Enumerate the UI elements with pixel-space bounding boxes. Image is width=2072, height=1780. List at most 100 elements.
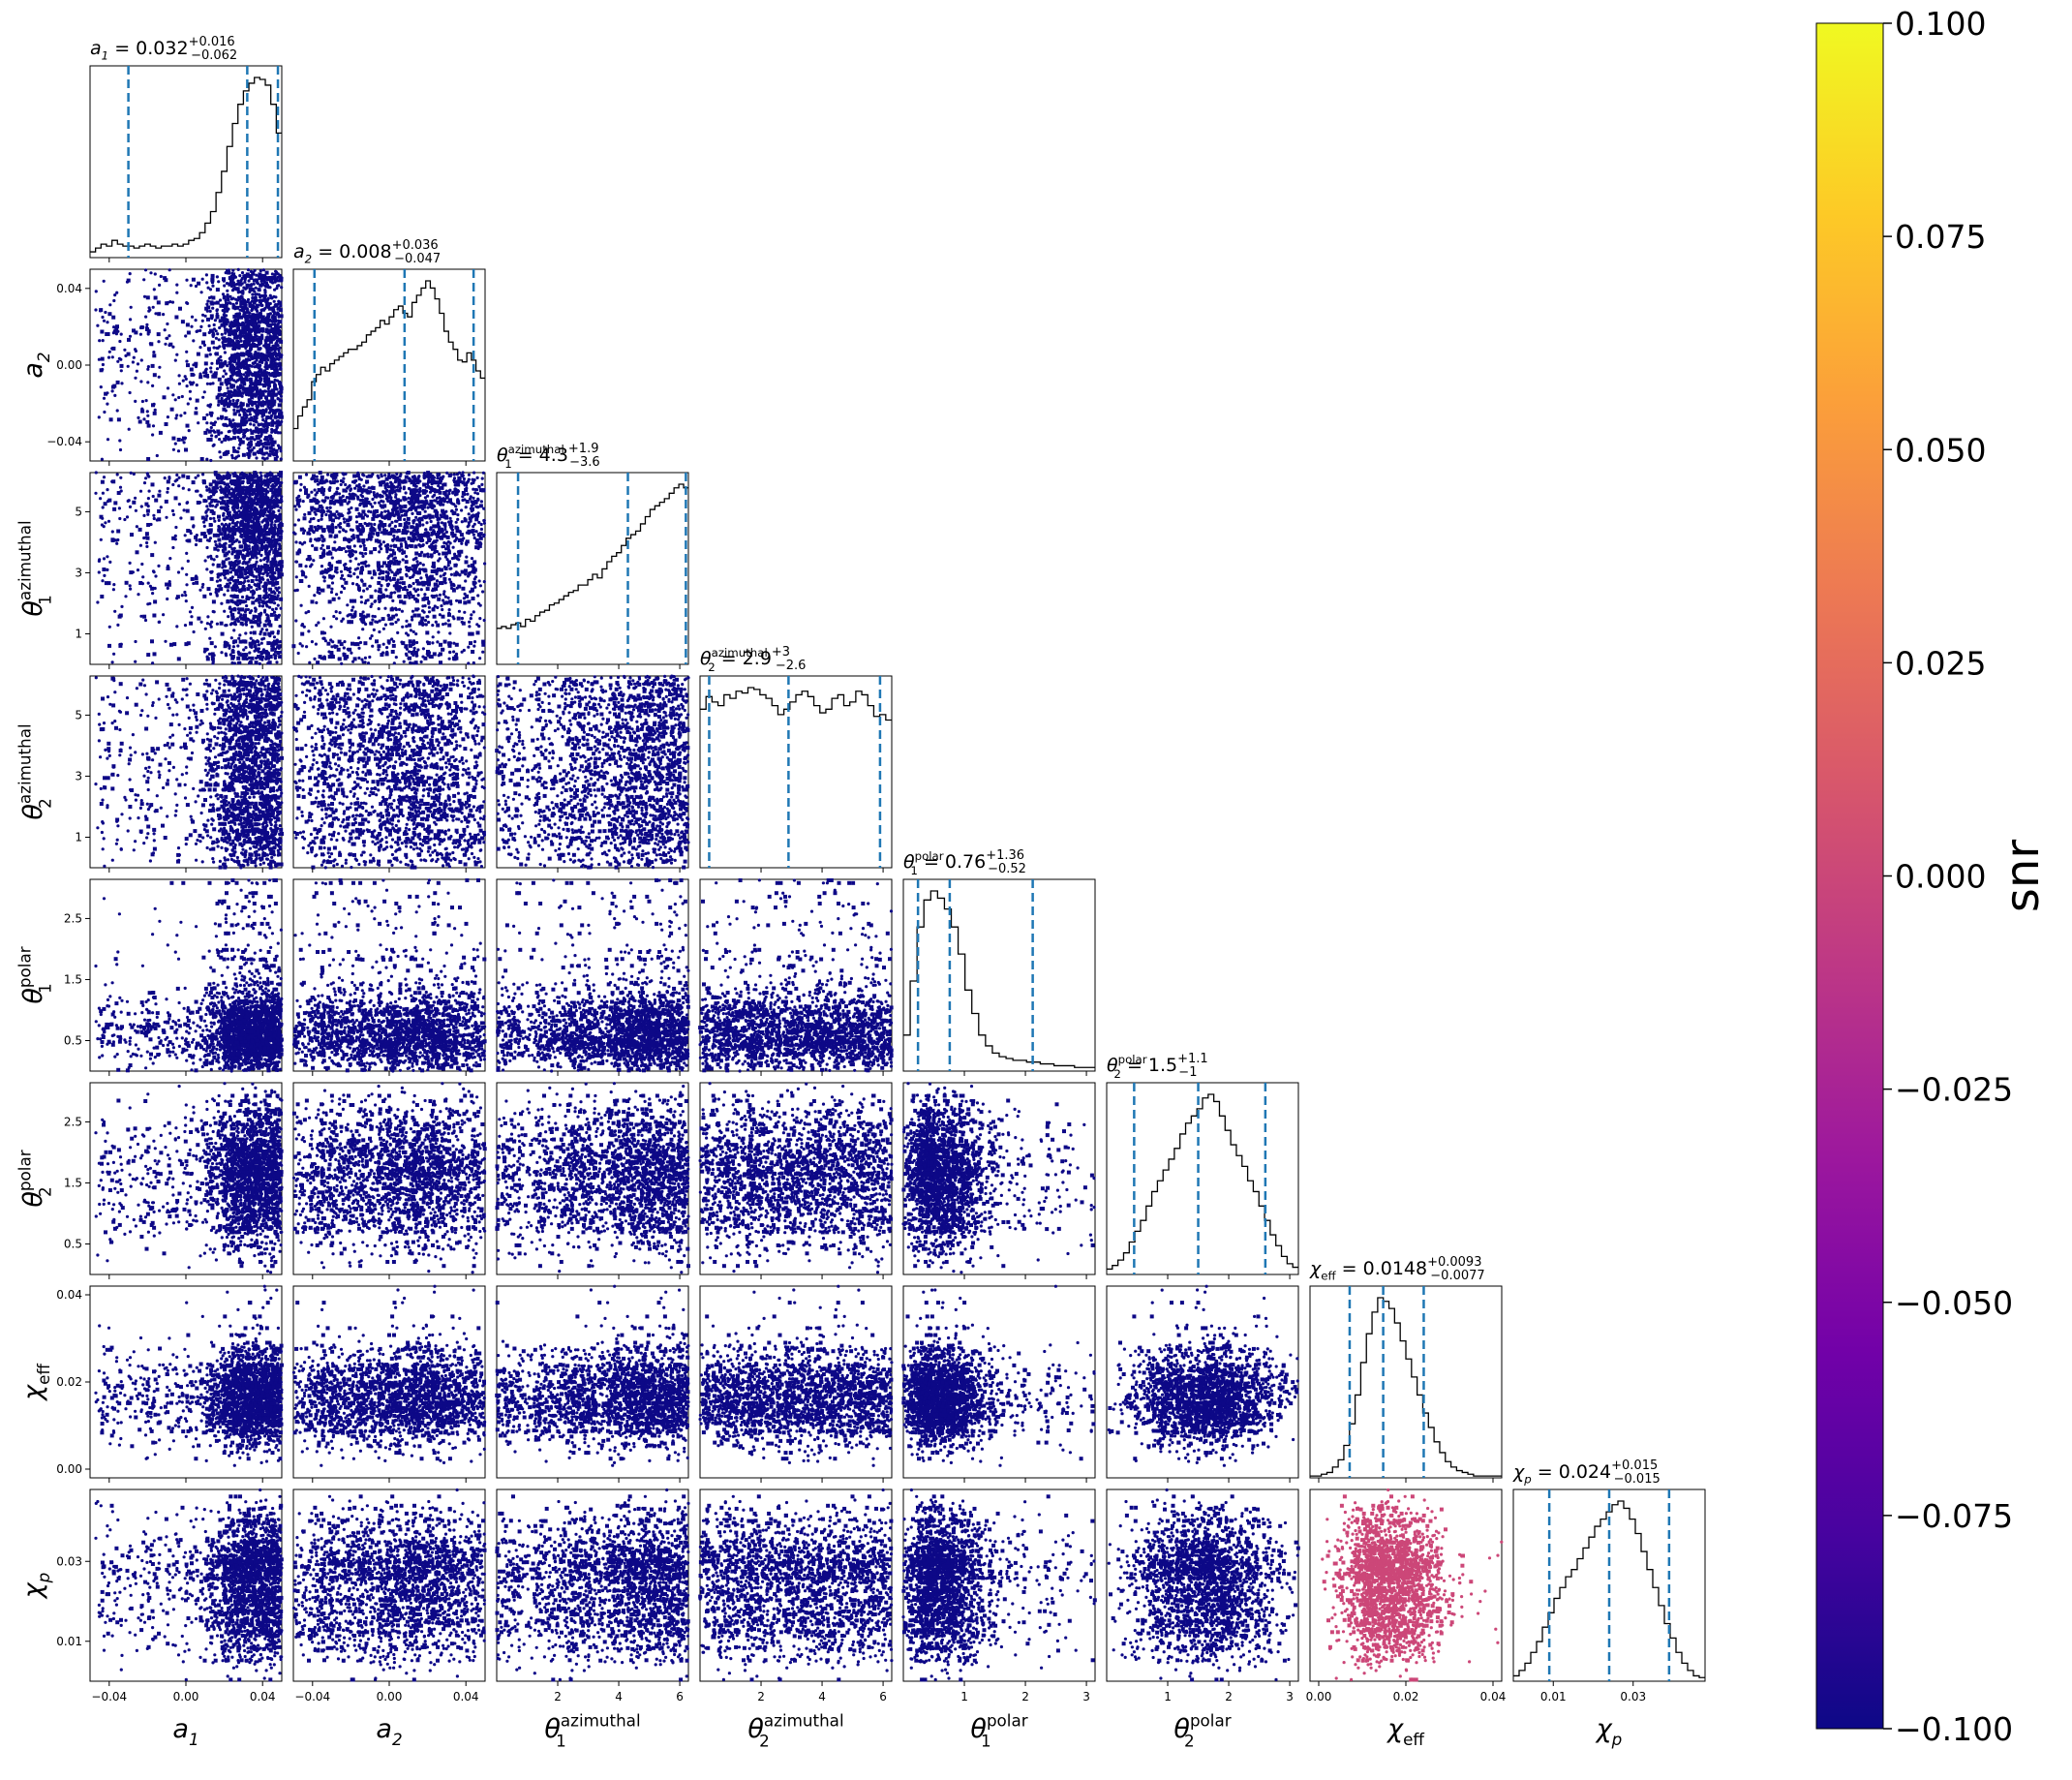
scatter-point <box>223 284 226 287</box>
scatter-point <box>209 366 212 369</box>
scatter-point <box>146 414 149 417</box>
scatter-point <box>227 295 229 298</box>
scatter-point <box>192 339 195 342</box>
scatter-point <box>209 353 212 355</box>
scatter-point <box>258 288 261 292</box>
scatter-point <box>140 410 144 414</box>
scatter-point <box>216 315 220 319</box>
scatter-point <box>137 416 139 419</box>
scatter-point <box>213 323 216 326</box>
scatter-point <box>106 321 108 323</box>
scatter-point <box>157 312 161 316</box>
scatter-point <box>241 420 245 424</box>
scatter-point <box>276 313 279 316</box>
scatter-point <box>231 399 234 402</box>
scatter-point <box>209 412 213 415</box>
title-a1-sub: 1 <box>102 49 109 63</box>
scatter-point <box>242 433 245 436</box>
scatter-point <box>254 333 257 336</box>
scatter-point <box>201 396 204 399</box>
scatter-point <box>100 385 103 388</box>
scatter-point <box>174 416 177 419</box>
scatter-point <box>123 349 126 352</box>
scatter-point <box>246 284 250 288</box>
scatter-point <box>139 380 142 383</box>
scatter-point <box>234 298 237 301</box>
scatter-point <box>163 276 167 280</box>
scatter-point <box>209 370 212 373</box>
scatter-point <box>215 435 218 438</box>
scatter-point <box>248 338 252 342</box>
scatter-point <box>162 313 165 316</box>
scatter-point <box>111 389 114 392</box>
scatter-point <box>213 327 216 330</box>
scatter-point <box>249 443 253 446</box>
scatter-point <box>224 332 227 335</box>
scatter-point <box>151 403 155 407</box>
scatter-point <box>279 308 283 312</box>
scatter-point <box>198 346 201 349</box>
scatter-point <box>170 408 174 412</box>
scatter-point <box>216 367 219 370</box>
scatter-point <box>237 446 240 449</box>
scatter-point <box>259 269 262 272</box>
scatter-point <box>195 407 198 410</box>
scatter-point <box>182 380 185 383</box>
scatter-point <box>203 431 207 435</box>
scatter-point <box>240 362 244 366</box>
scatter-point <box>235 340 239 344</box>
scatter-point <box>190 284 193 287</box>
scatter-point <box>98 339 101 342</box>
title-value: = 0.032 <box>108 38 188 59</box>
scatter-point <box>278 347 281 350</box>
scatter-point <box>230 454 233 457</box>
scatter-point <box>241 402 245 406</box>
scatter-point <box>262 268 265 271</box>
scatter-point <box>152 306 155 309</box>
scatter-point <box>105 332 108 336</box>
scatter-point <box>101 458 104 461</box>
scatter-point <box>185 279 188 282</box>
scatter-point <box>224 351 227 353</box>
scatter-point <box>120 369 123 372</box>
scatter-point <box>174 443 177 445</box>
scatter-point <box>101 357 105 361</box>
scatter-point <box>197 282 200 286</box>
scatter-point <box>164 343 167 346</box>
scatter-point <box>256 338 259 342</box>
scatter-point <box>262 452 266 456</box>
scatter-point <box>205 281 208 284</box>
scatter-point <box>219 319 223 322</box>
scatter-point <box>209 459 212 462</box>
scatter-point <box>255 456 258 459</box>
scatter-point <box>236 450 239 453</box>
scatter-point <box>250 309 253 312</box>
scatter-point <box>205 303 208 306</box>
scatter-point <box>270 373 274 377</box>
scatter-point <box>269 415 272 418</box>
scatter-point <box>187 402 190 405</box>
scatter-point <box>152 351 155 353</box>
scatter-point <box>242 382 246 385</box>
scatter-point <box>239 429 243 433</box>
scatter-point <box>249 413 252 415</box>
scatter-point <box>202 332 206 336</box>
scatter-point <box>241 292 244 295</box>
scatter-point <box>262 384 266 387</box>
scatter-point <box>175 353 178 356</box>
scatter-point <box>158 284 161 287</box>
scatter-point <box>269 446 273 450</box>
scatter-point <box>118 357 121 360</box>
scatter-point <box>147 365 150 368</box>
scatter-point <box>204 353 208 357</box>
scatter-point <box>259 336 263 340</box>
scatter-point <box>253 362 256 365</box>
scatter-point <box>190 368 194 372</box>
scatter-point <box>205 421 208 424</box>
scatter-point <box>221 333 224 336</box>
scatter-point <box>178 374 181 377</box>
scatter-point <box>197 421 199 424</box>
scatter-point <box>244 342 248 346</box>
scatter-point <box>268 307 272 311</box>
